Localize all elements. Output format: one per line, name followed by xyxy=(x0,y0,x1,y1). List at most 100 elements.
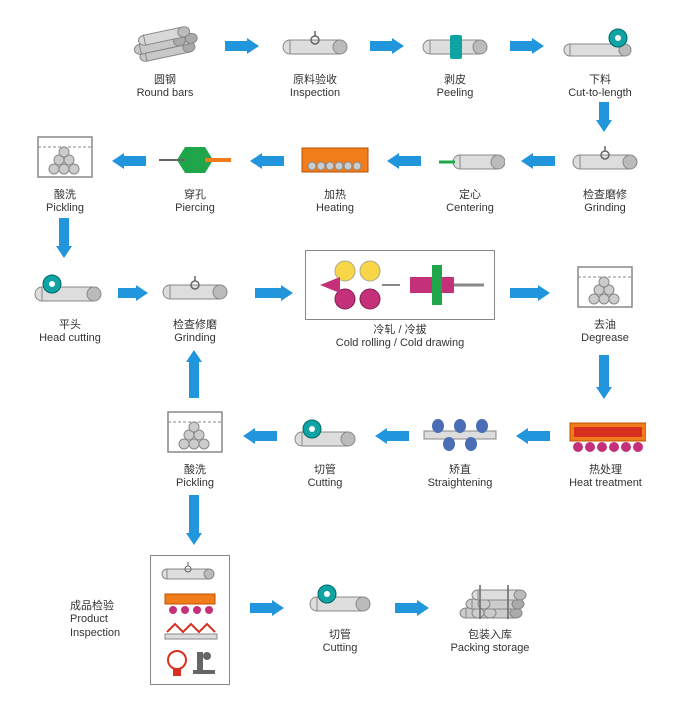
label-cn: 热处理 xyxy=(548,464,663,477)
arrow-right xyxy=(510,285,550,301)
arrow-left xyxy=(521,153,555,169)
cold-rolling-icon xyxy=(305,250,495,320)
grinding-icon xyxy=(155,265,235,315)
label-en: Cut-to-length xyxy=(545,87,655,100)
packing-icon xyxy=(450,570,530,625)
node-round-bars: 圆钢 Round bars xyxy=(115,20,215,100)
label-cn: 去油 xyxy=(560,319,650,332)
label-en: Heating xyxy=(285,202,385,215)
label-en: Straightening xyxy=(405,477,515,490)
node-degrease: 去油 Degrease xyxy=(560,255,650,345)
label-cn: 穿孔 xyxy=(145,189,245,202)
label-cn: 下料 xyxy=(545,74,655,87)
node-cold-rolling: 冷轧 / 冷拔 Cold rolling / Cold drawing xyxy=(300,250,500,350)
arrow-right xyxy=(250,600,284,616)
round-bars-icon xyxy=(125,20,205,70)
node-cut-to-length: 下料 Cut-to-length xyxy=(545,20,655,100)
node-cutting2: 切管 Cutting xyxy=(290,575,390,655)
product-inspection-icon xyxy=(150,555,230,685)
arrow-down xyxy=(186,495,202,545)
grinding-icon xyxy=(565,135,645,185)
arrow-down xyxy=(596,102,612,132)
label-cn: 剥皮 xyxy=(405,74,505,87)
label-en: Cold rolling / Cold drawing xyxy=(300,337,500,350)
arrow-right xyxy=(118,285,148,301)
node-piercing: 穿孔 Piercing xyxy=(145,135,245,215)
label-en: Head cutting xyxy=(15,332,125,345)
cut-icon xyxy=(560,20,640,70)
label-en: Heat treatment xyxy=(548,477,663,490)
pickling-icon xyxy=(25,125,105,185)
label-cn: 检查修磨 xyxy=(145,319,245,332)
node-pickling2: 酸洗 Pickling xyxy=(150,400,240,490)
label-en: Peeling xyxy=(405,87,505,100)
arrow-down xyxy=(56,218,72,258)
label-cn: 酸洗 xyxy=(150,464,240,477)
cutting-icon xyxy=(300,575,380,625)
label-en: Grinding xyxy=(555,202,655,215)
label-en: Cutting xyxy=(290,642,390,655)
piercing-icon xyxy=(155,135,235,185)
arrow-left xyxy=(243,428,277,444)
label-en: Product Inspection xyxy=(70,613,144,639)
peeling-icon xyxy=(415,20,495,70)
arrow-right xyxy=(370,38,404,54)
node-peeling: 剥皮 Peeling xyxy=(405,20,505,100)
label-en: Packing storage xyxy=(430,642,550,655)
label-en: Pickling xyxy=(150,477,240,490)
node-head-cutting: 平头 Head cutting xyxy=(15,265,125,345)
heat-treatment-icon xyxy=(566,410,646,460)
label-en: Degrease xyxy=(560,332,650,345)
label-en: Cutting xyxy=(275,477,375,490)
label-cn: 原料验收 xyxy=(265,74,365,87)
arrow-left xyxy=(375,428,409,444)
pickling-icon xyxy=(155,400,235,460)
label-cn: 矫直 xyxy=(405,464,515,477)
node-centering: 定心 Centering xyxy=(420,135,520,215)
label-cn: 加热 xyxy=(285,189,385,202)
arrow-right xyxy=(255,285,293,301)
centering-icon xyxy=(430,135,510,185)
label-en: Inspection xyxy=(265,87,365,100)
node-packing: 包装入库 Packing storage xyxy=(430,570,550,655)
node-cutting1: 切管 Cutting xyxy=(275,410,375,490)
arrow-right xyxy=(225,38,259,54)
label-en: Piercing xyxy=(145,202,245,215)
arrow-up xyxy=(186,350,202,398)
node-heat-treatment: 热处理 Heat treatment xyxy=(548,410,663,490)
arrow-left xyxy=(516,428,550,444)
node-heating: 加热 Heating xyxy=(285,135,385,215)
arrow-left xyxy=(387,153,421,169)
label-en: Pickling xyxy=(20,202,110,215)
degrease-icon xyxy=(565,255,645,315)
label-cn: 圆钢 xyxy=(115,74,215,87)
label-cn: 平头 xyxy=(15,319,125,332)
arrow-left xyxy=(250,153,284,169)
label-cn: 定心 xyxy=(420,189,520,202)
head-cutting-icon xyxy=(30,265,110,315)
label-en: Round bars xyxy=(115,87,215,100)
label-cn: 检查磨修 xyxy=(555,189,655,202)
label-cn: 切管 xyxy=(275,464,375,477)
node-pickling1: 酸洗 Pickling xyxy=(20,125,110,215)
node-grinding2: 检查修磨 Grinding xyxy=(145,265,245,345)
label-cn: 成品检验 xyxy=(70,600,144,613)
node-product-inspection: 成品检验 Product Inspection xyxy=(70,555,260,685)
label-cn: 包装入库 xyxy=(430,629,550,642)
label-cn: 切管 xyxy=(290,629,390,642)
label-en: Grinding xyxy=(145,332,245,345)
node-inspection: 原料验收 Inspection xyxy=(265,20,365,100)
arrow-down xyxy=(596,355,612,399)
straightening-icon xyxy=(420,410,500,460)
inspection-icon xyxy=(275,20,355,70)
cutting-icon xyxy=(285,410,365,460)
node-grinding1: 检查磨修 Grinding xyxy=(555,135,655,215)
node-straightening: 矫直 Straightening xyxy=(405,410,515,490)
heating-icon xyxy=(295,135,375,185)
arrow-right xyxy=(510,38,544,54)
label-cn: 冷轧 / 冷拔 xyxy=(300,324,500,337)
arrow-right xyxy=(395,600,429,616)
arrow-left xyxy=(112,153,146,169)
label-en: Centering xyxy=(420,202,520,215)
label-cn: 酸洗 xyxy=(20,189,110,202)
